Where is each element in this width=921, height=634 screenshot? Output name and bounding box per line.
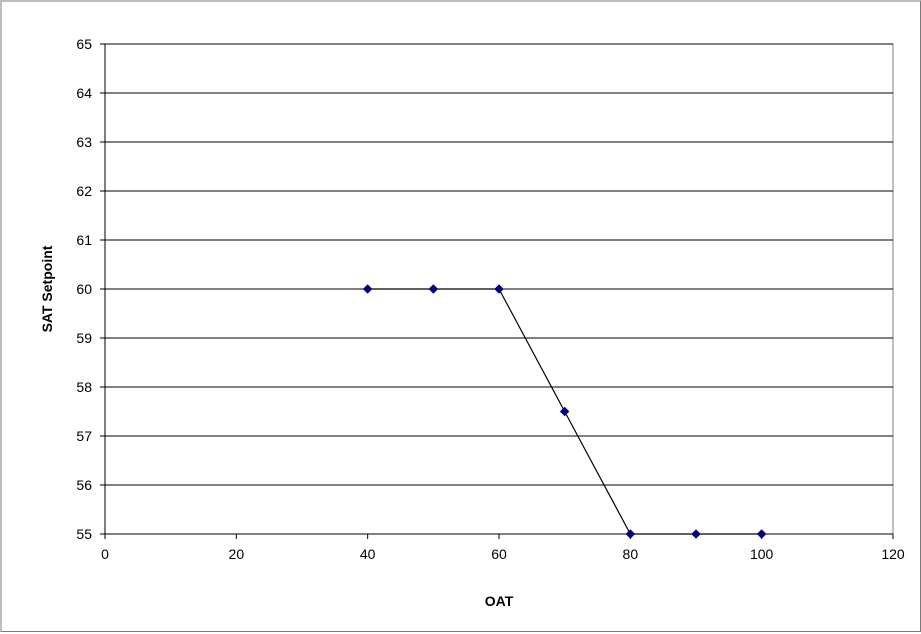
data-point-marker xyxy=(559,406,570,417)
y-tick-label: 62 xyxy=(76,183,92,199)
x-tick-label: 20 xyxy=(229,546,245,562)
data-point-marker xyxy=(691,529,701,539)
y-tick-label: 55 xyxy=(76,526,92,542)
y-tick-label: 63 xyxy=(76,134,92,150)
y-tick-label: 57 xyxy=(76,428,92,444)
y-tick-label: 59 xyxy=(76,330,92,346)
x-axis-title: OAT xyxy=(485,593,514,609)
x-tick-label: 80 xyxy=(623,546,639,562)
y-axis-title: SAT Setpoint xyxy=(39,245,55,332)
y-tick-label: 61 xyxy=(76,232,92,248)
data-point-marker xyxy=(362,284,373,294)
data-point-marker xyxy=(756,529,767,539)
data-point-marker xyxy=(428,284,439,294)
data-point-marker xyxy=(625,529,636,539)
y-tick-label: 65 xyxy=(76,36,92,52)
x-tick-label: 40 xyxy=(360,546,376,562)
x-tick-label: 0 xyxy=(101,546,109,562)
x-axis-ticks: 0 20 40 60 80 100 120 xyxy=(101,534,905,562)
x-tick-label: 60 xyxy=(491,546,507,562)
y-tick-label: 56 xyxy=(76,477,92,493)
data-point-marker xyxy=(494,284,504,294)
y-tick-label: 64 xyxy=(76,85,92,101)
series xyxy=(362,284,767,539)
y-tick-label: 58 xyxy=(76,379,92,395)
y-tick-label: 60 xyxy=(76,281,92,297)
y-axis-ticks: 55 56 57 58 59 60 61 62 63 64 65 xyxy=(76,36,105,542)
x-tick-label: 120 xyxy=(881,546,905,562)
x-tick-label: 100 xyxy=(750,546,774,562)
